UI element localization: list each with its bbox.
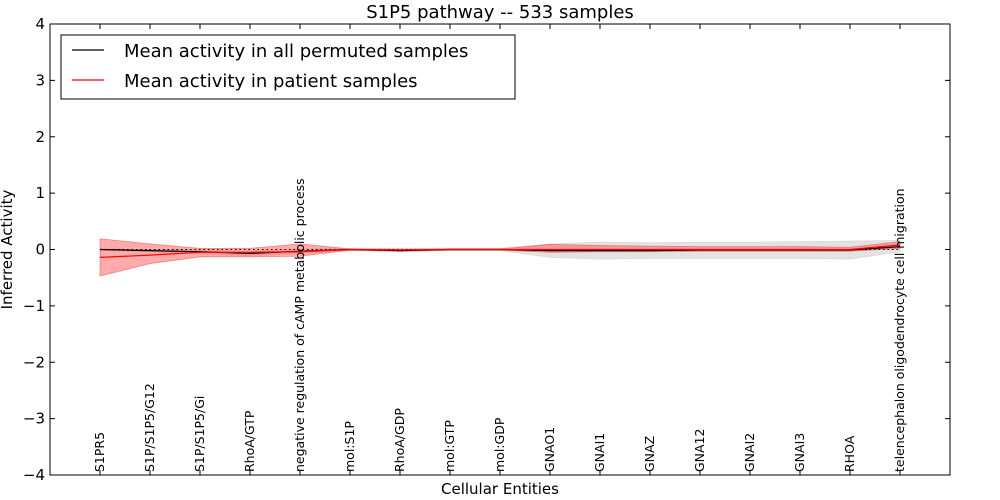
category-label: GNA12 <box>692 429 707 473</box>
y-axis-ticks: −4 −3 −2 −1 0 1 2 3 4 <box>23 15 950 484</box>
category-label: negative regulation of cAMP metabolic pr… <box>292 178 307 472</box>
category-label: GNAZ <box>642 436 657 472</box>
confidence-bands <box>99 238 901 277</box>
chart-title: S1P5 pathway -- 533 samples <box>366 2 634 23</box>
category-labels: S1PR5 S1P/S1P5/G12 S1P/S1P5/Gi RhoA/GTP nega… <box>92 178 907 472</box>
x-axis-ticks <box>99 24 901 475</box>
x-axis-label: Cellular Entities <box>441 480 559 498</box>
category-label: GNAO1 <box>542 427 557 472</box>
y-tick-label: −2 <box>23 353 45 371</box>
y-tick-label: −1 <box>23 297 45 315</box>
category-label: S1P/S1P5/Gi <box>192 396 207 472</box>
category-label: S1PR5 <box>92 432 107 472</box>
legend: Mean activity in all permuted samples Me… <box>60 34 516 100</box>
band-patient <box>99 238 901 277</box>
legend-label-permuted: Mean activity in all permuted samples <box>124 41 468 62</box>
category-label: RhoA/GTP <box>242 410 257 472</box>
y-tick-label: 1 <box>35 184 45 202</box>
category-label: telencephalon oligodendrocyte cell migra… <box>892 188 907 472</box>
y-tick-label: 4 <box>35 15 45 33</box>
series-lines <box>99 244 901 258</box>
series-line-patient <box>99 244 901 258</box>
y-tick-label: 3 <box>35 71 45 89</box>
y-tick-label: 0 <box>35 241 45 259</box>
y-axis-label: Inferred Activity <box>0 189 16 309</box>
y-tick-label: 2 <box>35 128 45 146</box>
category-label: GNAI3 <box>792 433 807 472</box>
legend-label-patient: Mean activity in patient samples <box>124 71 418 92</box>
category-label: RHOA <box>842 435 857 472</box>
category-label: mol:S1P <box>342 421 357 472</box>
category-label: GNAI2 <box>742 433 757 472</box>
category-label: mol:GTP <box>442 420 457 472</box>
y-tick-label: −3 <box>23 410 45 428</box>
category-label: S1P/S1P5/G12 <box>142 383 157 472</box>
category-label: GNAI1 <box>592 433 607 472</box>
y-tick-label: −4 <box>23 466 45 484</box>
category-label: RhoA/GDP <box>392 408 407 472</box>
category-label: mol:GDP <box>492 417 507 472</box>
legend-box <box>60 34 516 100</box>
